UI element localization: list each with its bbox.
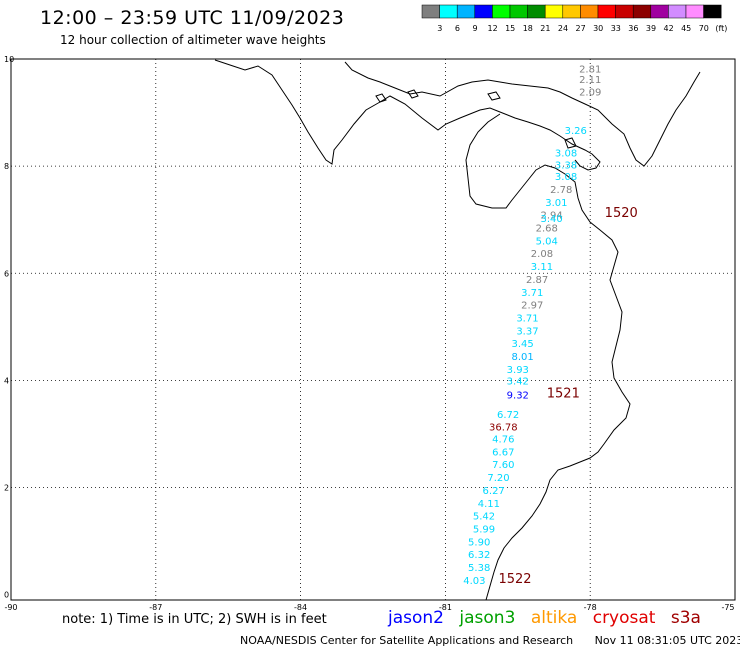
- swh-reading: 4.76: [492, 435, 514, 446]
- scale-label: (ft): [715, 24, 727, 33]
- coastline-gulf-panama: [465, 113, 631, 601]
- swh-reading: 3.71: [516, 313, 538, 324]
- swh-reading: 3.45: [511, 339, 533, 350]
- swh-reading: 7.60: [492, 460, 514, 471]
- swh-reading: 3.37: [516, 326, 538, 337]
- swh-reading: 2.97: [521, 301, 543, 312]
- swh-reading: 36.78: [489, 423, 518, 434]
- scale-swatch: [703, 4, 722, 19]
- y-tick-label: 8: [4, 162, 9, 171]
- coastline-panama: [214, 59, 601, 171]
- swh-reading: 3.93: [507, 365, 529, 376]
- credit-org: NOAA/NESDIS Center for Satellite Applica…: [240, 634, 574, 647]
- swh-reading: 7.20: [487, 473, 509, 484]
- coastline: [214, 59, 701, 601]
- x-tick-label: -87: [149, 603, 162, 612]
- scale-label: 27: [576, 24, 586, 33]
- swh-reading: 3.11: [531, 262, 553, 273]
- swh-reading: 3.40: [540, 214, 562, 225]
- y-tick-label: 10: [4, 55, 14, 64]
- legend-altika: altika: [530, 608, 578, 628]
- legend-cryosat: cryosat: [592, 608, 656, 628]
- swh-reading: 5.90: [468, 537, 490, 548]
- color-scale-bar: 3 6 9 12 15 18 21 24 27 30 33 36 39 42 45 70 (ft): [421, 4, 727, 33]
- grid-lines: [11, 59, 735, 600]
- swh-reading: 3.08: [555, 172, 577, 183]
- coastline-islands: [375, 89, 577, 149]
- scale-label: 15: [505, 24, 515, 33]
- scale-label: 42: [664, 24, 674, 33]
- swh-reading: 5.99: [473, 525, 495, 536]
- swh-reading: 5.04: [536, 236, 558, 247]
- y-tick-label: 6: [4, 269, 9, 278]
- credit-timestamp: Nov 11 08:31:05 UTC 2023: [594, 634, 740, 647]
- swh-reading: 4.11: [478, 499, 500, 510]
- coastline-caribbean: [344, 61, 701, 167]
- swh-reading: 2.11: [579, 75, 601, 86]
- x-tick-label: -75: [721, 603, 734, 612]
- scale-label: 36: [628, 24, 638, 33]
- scale-label: 12: [488, 24, 498, 33]
- swh-reading: 6.32: [468, 550, 490, 561]
- scale-label: 30: [593, 24, 603, 33]
- y-tick-label: 2: [4, 484, 9, 493]
- map-subtitle: 12 hour collection of altimeter wave hei…: [60, 33, 326, 47]
- swh-reading: 6.27: [483, 486, 505, 497]
- swh-reading: 3.38: [555, 160, 577, 171]
- swh-reading: 2.94: [540, 211, 562, 222]
- y-tick-label: 4: [4, 376, 9, 385]
- satellite-legend: jason2 jason3 altika cryosat s3a: [388, 608, 711, 628]
- swh-reading: 2.08: [531, 249, 553, 260]
- x-tick-label: -78: [584, 603, 597, 612]
- swh-reading: 3.42: [507, 377, 529, 388]
- swh-reading: 3.08: [555, 148, 577, 159]
- units-note: note: 1) Time is in UTC; 2) SWH is in fe…: [62, 612, 327, 627]
- scale-label: 39: [646, 24, 656, 33]
- swh-reading: 2.68: [536, 223, 558, 234]
- pass-number-label: 1520: [605, 206, 638, 221]
- swh-reading: 8.01: [511, 352, 533, 363]
- scale-label: 24: [558, 24, 568, 33]
- swh-reading: 3.26: [565, 126, 587, 137]
- plot-frame: [10, 58, 736, 601]
- swh-reading: 2.09: [579, 87, 601, 98]
- swh-reading: 6.72: [497, 410, 519, 421]
- legend-jason3: jason3: [459, 608, 516, 628]
- pass-number-label: 1521: [547, 387, 580, 402]
- x-tick-label: -84: [294, 603, 307, 612]
- scale-label: 3: [437, 24, 442, 33]
- swh-reading: 2.78: [550, 185, 572, 196]
- legend-jason2: jason2: [388, 608, 444, 628]
- scale-label: 45: [681, 24, 691, 33]
- scale-label: 70: [699, 24, 709, 33]
- credit-line: NOAA/NESDIS Center for Satellite Applica…: [240, 634, 740, 647]
- x-tick-label: -90: [4, 603, 17, 612]
- pass-labels: 1520 1521 1522: [498, 206, 637, 587]
- swh-reading: 3.01: [545, 198, 567, 209]
- swh-reading: 5.42: [473, 512, 495, 523]
- swh-reading: 2.87: [526, 275, 548, 286]
- scale-label: 9: [472, 24, 477, 33]
- swh-reading: 5.38: [468, 563, 490, 574]
- swh-reading: 9.32: [507, 391, 529, 402]
- y-axis-ticks: 10 8 6 4 2 0: [4, 55, 14, 600]
- map-title: 12:00 – 23:59 UTC 11/09/2023: [40, 7, 345, 29]
- y-tick-label: 0: [4, 591, 9, 600]
- swh-reading: 2.81: [579, 64, 601, 75]
- scale-label: 18: [523, 24, 533, 33]
- scale-label: 21: [540, 24, 550, 33]
- swh-reading: 3.71: [521, 288, 543, 299]
- scale-label: 6: [455, 24, 460, 33]
- pass-number-label: 1522: [498, 572, 531, 587]
- x-tick-label: -81: [439, 603, 452, 612]
- wave-height-readings: 2.812.112.09 3.26 3.083.383.08 2.78 3.01 2.94…: [463, 64, 601, 587]
- legend-s3a: s3a: [670, 608, 701, 628]
- scale-label: 33: [611, 24, 621, 33]
- x-axis-ticks: -90 -87 -84 -81 -78 -75: [4, 603, 734, 612]
- swh-reading: 6.67: [492, 447, 514, 458]
- swh-reading: 4.03: [463, 576, 485, 587]
